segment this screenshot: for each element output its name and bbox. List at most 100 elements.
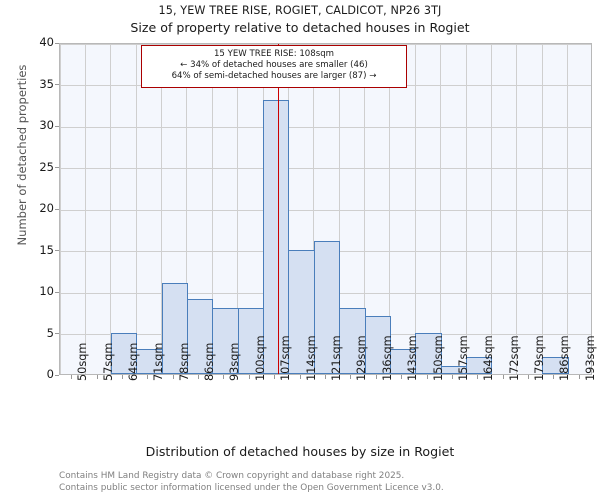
x-tick-mark bbox=[147, 375, 149, 379]
x-tick-mark bbox=[172, 375, 174, 379]
x-tick-mark bbox=[299, 375, 301, 379]
x-tick-mark bbox=[477, 375, 479, 379]
x-tick-label: 114sqm bbox=[304, 335, 318, 381]
bar bbox=[288, 249, 315, 374]
y-axis-ticks: 0 5 10 15 20 25 30 35 40 bbox=[0, 0, 54, 500]
x-tick-label: 100sqm bbox=[253, 335, 267, 381]
bar-series bbox=[60, 44, 591, 374]
x-tick-mark bbox=[502, 375, 504, 379]
gridline-vertical bbox=[313, 44, 315, 374]
gridline-vertical bbox=[186, 44, 188, 374]
y-tick-mark bbox=[55, 167, 59, 168]
x-tick-label: 143sqm bbox=[406, 335, 420, 381]
footer-line-2: Contains public sector information licen… bbox=[59, 482, 444, 493]
bar bbox=[186, 299, 214, 374]
gridline-vertical bbox=[211, 44, 213, 374]
chart-subtitle: Size of property relative to detached ho… bbox=[130, 20, 470, 35]
gridline-vertical bbox=[135, 44, 137, 374]
x-tick-mark bbox=[426, 375, 428, 379]
bar bbox=[263, 100, 290, 374]
x-tick-mark bbox=[350, 375, 352, 379]
x-tick-label: 121sqm bbox=[330, 335, 343, 381]
x-tick-label: 57sqm bbox=[101, 342, 115, 381]
x-tick-label: 172sqm bbox=[507, 335, 521, 381]
y-tick-mark bbox=[55, 333, 59, 334]
x-tick-mark bbox=[223, 375, 225, 379]
x-tick-mark bbox=[248, 375, 250, 379]
x-tick-label: 179sqm bbox=[533, 335, 547, 381]
gridline-vertical bbox=[490, 44, 492, 374]
gridline-horizontal bbox=[60, 126, 591, 128]
x-tick-label: 50sqm bbox=[76, 342, 90, 381]
x-tick-label: 136sqm bbox=[380, 335, 394, 381]
x-tick-label: 186sqm bbox=[558, 335, 572, 381]
y-tick-label: 15 bbox=[39, 242, 54, 257]
annotation-line-2: ← 34% of detached houses are smaller (46… bbox=[180, 60, 368, 71]
x-tick-mark bbox=[553, 375, 555, 379]
footer-line-1: Contains HM Land Registry data © Crown c… bbox=[59, 471, 405, 481]
y-tick-mark bbox=[55, 125, 59, 127]
x-tick-mark bbox=[401, 375, 403, 379]
y-tick-label: 5 bbox=[46, 325, 54, 340]
y-tick-mark bbox=[55, 374, 59, 376]
x-tick-label: 64sqm bbox=[126, 342, 140, 381]
gridline-vertical bbox=[541, 44, 543, 374]
gridline-vertical bbox=[389, 44, 391, 374]
x-tick-label: 93sqm bbox=[228, 342, 242, 381]
y-tick-mark bbox=[55, 250, 59, 251]
x-tick-mark bbox=[71, 375, 73, 379]
x-tick-label: 164sqm bbox=[482, 335, 496, 381]
x-axis-label: Distribution of detached houses by size … bbox=[145, 444, 455, 459]
gridline-vertical bbox=[516, 44, 518, 374]
y-tick-label: 30 bbox=[39, 118, 54, 132]
y-tick-label: 35 bbox=[39, 76, 54, 91]
bar bbox=[466, 357, 493, 374]
annotation-box: 15 YEW TREE RISE: 108sqm ← 34% of detach… bbox=[141, 45, 407, 88]
bar bbox=[415, 332, 442, 374]
x-tick-mark bbox=[96, 375, 98, 379]
gridline-horizontal bbox=[60, 168, 591, 169]
x-tick-mark bbox=[198, 375, 200, 379]
y-tick-mark bbox=[55, 291, 59, 293]
bar bbox=[364, 315, 391, 374]
y-tick-label: 20 bbox=[39, 201, 54, 215]
bar bbox=[313, 241, 341, 374]
bar bbox=[542, 357, 569, 374]
y-tick-mark bbox=[55, 208, 59, 210]
gridline-vertical bbox=[110, 44, 112, 374]
y-tick-mark bbox=[55, 42, 59, 44]
x-tick-mark bbox=[325, 375, 326, 379]
gridline-vertical bbox=[60, 44, 61, 374]
gridline-vertical bbox=[161, 44, 163, 374]
x-tick-mark bbox=[274, 375, 276, 379]
gridline-vertical bbox=[567, 44, 569, 374]
annotation-line-3: 64% of semi-detached houses are larger (… bbox=[171, 71, 377, 82]
gridline-vertical bbox=[364, 44, 366, 374]
gridline-vertical bbox=[440, 44, 442, 374]
gridline-vertical bbox=[465, 44, 467, 374]
gridline-vertical bbox=[84, 44, 86, 374]
y-tick-label: 40 bbox=[39, 35, 54, 49]
y-tick-label: 0 bbox=[46, 367, 54, 381]
y-tick-mark bbox=[55, 84, 59, 85]
x-tick-mark bbox=[451, 375, 453, 379]
x-tick-mark bbox=[578, 375, 580, 379]
footer-attribution: Contains HM Land Registry data © Crown c… bbox=[59, 471, 444, 494]
gridline-vertical bbox=[414, 44, 416, 374]
x-tick-label: 86sqm bbox=[203, 342, 217, 381]
x-tick-mark bbox=[528, 375, 530, 379]
gridline-vertical bbox=[237, 44, 239, 374]
y-tick-label: 25 bbox=[39, 159, 54, 174]
annotation-line-1: 15 YEW TREE RISE: 108sqm bbox=[213, 49, 335, 59]
gridline-horizontal bbox=[60, 209, 591, 211]
bar bbox=[237, 307, 265, 374]
x-tick-label: 78sqm bbox=[177, 342, 191, 381]
x-tick-label: 193sqm bbox=[583, 335, 597, 381]
x-tick-mark bbox=[121, 375, 123, 379]
x-tick-label: 107sqm bbox=[279, 335, 293, 381]
x-tick-mark bbox=[375, 375, 377, 379]
property-size-marker-line bbox=[277, 44, 280, 374]
y-axis-label: Number of detached properties bbox=[15, 64, 29, 246]
x-tick-label: 157sqm bbox=[456, 335, 470, 381]
